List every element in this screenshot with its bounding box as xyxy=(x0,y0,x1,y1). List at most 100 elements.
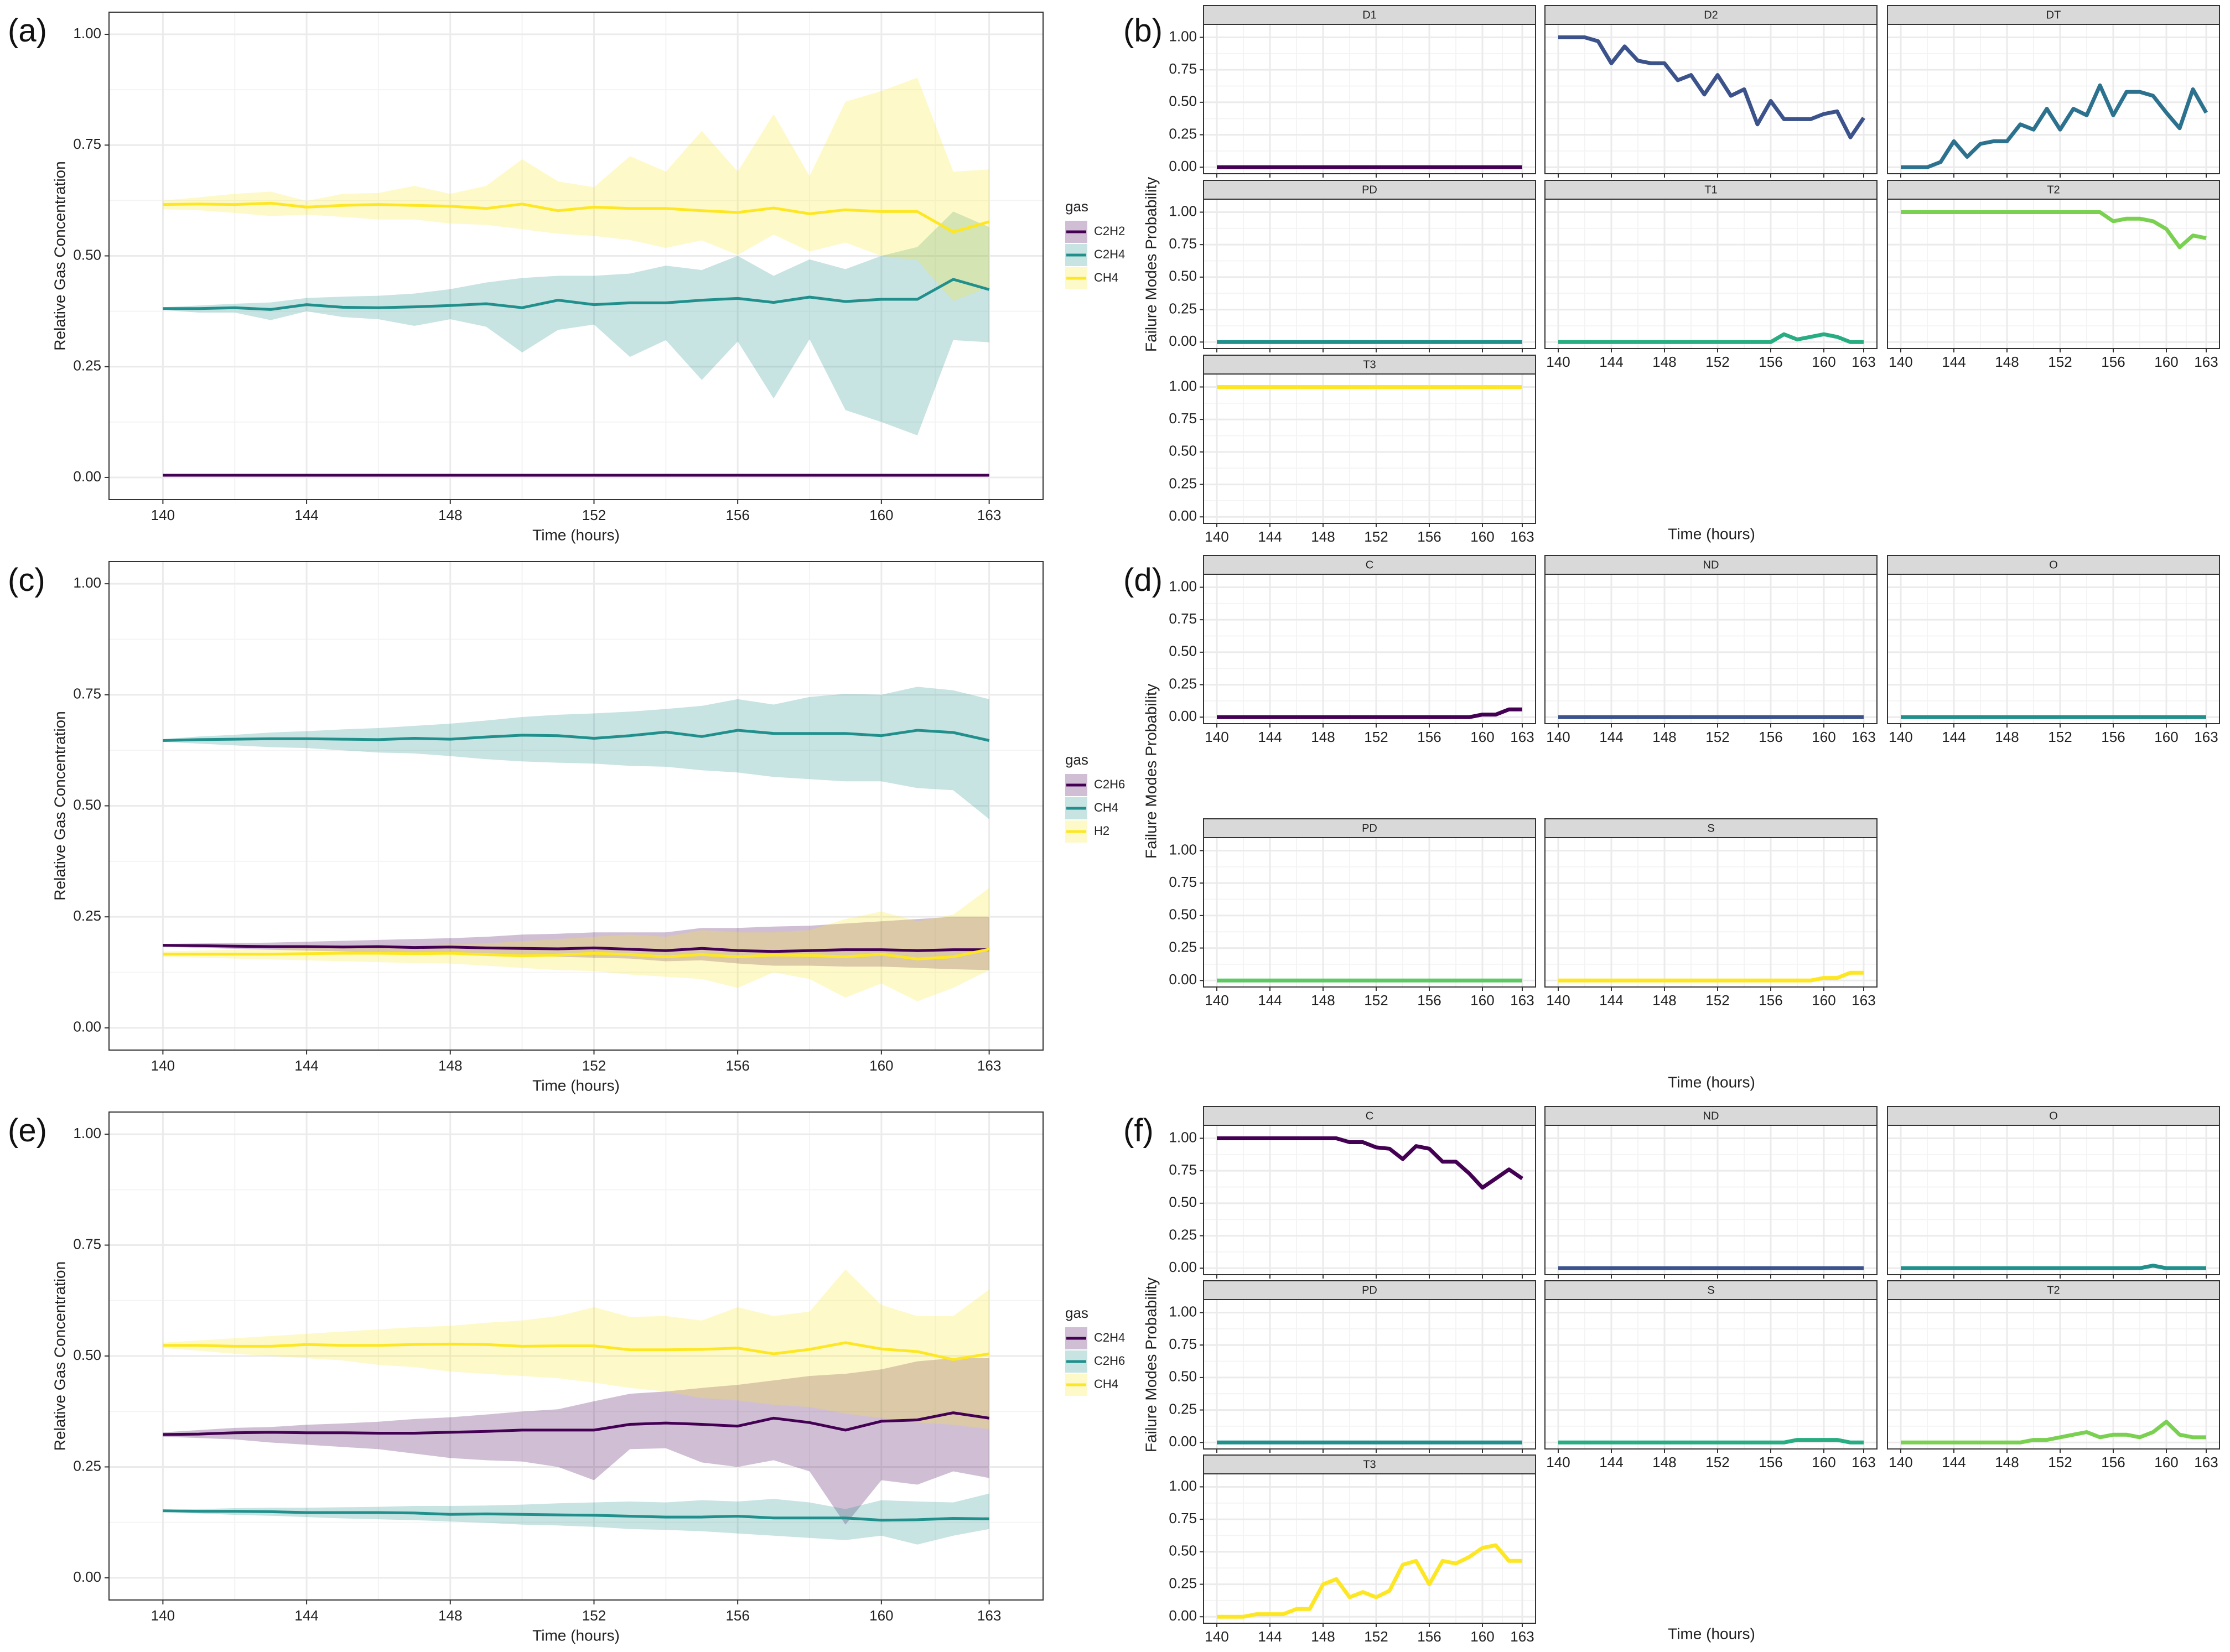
legend-title: gas xyxy=(1065,1305,1088,1321)
ribbon-C2H4 xyxy=(163,211,989,435)
series-line-C2H6 xyxy=(163,944,989,953)
facet-strip xyxy=(1203,1106,1536,1126)
x-tick-label: 144 xyxy=(1258,1628,1282,1645)
x-axis-label: Time (hours) xyxy=(1668,1625,1755,1642)
x-tick-label: 148 xyxy=(1995,354,2019,370)
series-line-O xyxy=(1901,1264,2206,1270)
facet-background xyxy=(1887,574,2219,724)
legend-title: gas xyxy=(1065,198,1088,215)
x-tick-label: 144 xyxy=(1258,992,1282,1009)
y-tick-label: 0.75 xyxy=(73,685,101,702)
x-tick-label: 148 xyxy=(1311,992,1335,1009)
series-line-C2H4 xyxy=(163,1411,989,1436)
facet-frame xyxy=(1544,24,1878,174)
x-tick-label: 140 xyxy=(1205,729,1228,745)
series-line-CH4 xyxy=(163,201,990,233)
x-tick-label: 152 xyxy=(1364,729,1388,745)
y-axis-label: Relative Gas Concentration xyxy=(51,1261,68,1451)
chart-c: 0.00 0.25 0.50 0.75 1.00 140 144 148 152 156 160 16… xyxy=(51,561,1125,1094)
x-tick-label: 160 xyxy=(1470,992,1494,1009)
series-line-C xyxy=(1217,1136,1523,1190)
x-tick-label: 152 xyxy=(582,1057,606,1074)
facet-background xyxy=(1204,24,1536,174)
facet-frame xyxy=(1887,574,2220,724)
x-tick-label: 148 xyxy=(438,1607,462,1624)
x-tick-label: 163 xyxy=(2194,354,2218,370)
y-tick-label: 0.25 xyxy=(1169,1226,1197,1243)
series-line-T2 xyxy=(1901,210,2207,250)
series-line-T2 xyxy=(1901,1420,2206,1445)
y-tick-label: 0.50 xyxy=(1169,1194,1197,1211)
x-tick-label: 144 xyxy=(294,1057,318,1074)
y-tick-label: 0.50 xyxy=(1169,643,1197,659)
x-tick-label: 160 xyxy=(2154,1454,2178,1471)
y-tick-label: 0.75 xyxy=(73,1235,101,1252)
y-tick-label: 0.75 xyxy=(1169,60,1197,77)
legend-label-CH4: CH4 xyxy=(1094,1377,1118,1391)
series-line-CH4 xyxy=(163,729,990,742)
x-tick-label: 163 xyxy=(977,1607,1001,1624)
x-tick-label: 152 xyxy=(1705,992,1729,1009)
series-line-D2 xyxy=(1558,35,1865,139)
facet-background xyxy=(1887,199,2219,349)
x-axis-label: Time (hours) xyxy=(532,1077,620,1094)
x-tick-label: 160 xyxy=(2154,729,2178,745)
x-tick-label: 140 xyxy=(151,1607,175,1624)
series-line-T3 xyxy=(1217,1543,1522,1619)
x-tick-label: 140 xyxy=(1546,354,1570,370)
facet-strip xyxy=(1887,180,2220,200)
y-tick-label: 0.25 xyxy=(73,357,101,374)
x-tick-label: 163 xyxy=(1852,354,1875,370)
y-tick-label: 0.00 xyxy=(1169,1433,1197,1450)
panel-label-f: (f) xyxy=(1123,1113,1154,1149)
y-tick-label: 0.50 xyxy=(1169,443,1197,459)
y-tick-label: 0.25 xyxy=(1169,125,1197,142)
x-tick-label: 152 xyxy=(1705,729,1729,745)
x-tick-label: 160 xyxy=(1470,729,1494,745)
facet-strip xyxy=(1203,1454,1536,1474)
x-tick-label: 152 xyxy=(1364,528,1388,545)
facet-strip xyxy=(1887,1106,2220,1126)
facet-strip xyxy=(1887,555,2220,575)
y-tick-label: 0.25 xyxy=(1169,300,1197,316)
y-tick-label: 0.50 xyxy=(73,1347,101,1363)
x-tick-label: 144 xyxy=(1258,528,1282,545)
x-tick-label: 160 xyxy=(1470,528,1494,545)
x-tick-label: 152 xyxy=(582,507,606,523)
facet-background xyxy=(1545,574,1877,724)
x-tick-label: 156 xyxy=(2101,354,2125,370)
chart-b: D1 0.00 0.25 0.50 0.75 1.00 140 144 148 152 156 160… xyxy=(1142,5,2220,545)
facet-D2: D2140144148152156160163 xyxy=(1544,5,1878,195)
y-tick-label: 1.00 xyxy=(1169,1477,1197,1494)
series-line-CH4 xyxy=(163,1341,989,1361)
facet-strip-label: C xyxy=(1366,1110,1373,1122)
y-tick-label: 0.75 xyxy=(1169,1510,1197,1526)
x-tick-label: 156 xyxy=(1417,1628,1441,1645)
facet-strip-label: S xyxy=(1707,822,1714,834)
x-tick-label: 160 xyxy=(2154,354,2178,370)
x-tick-label: 156 xyxy=(1417,992,1441,1009)
x-tick-label: 148 xyxy=(1652,992,1676,1009)
y-tick-label: 1.00 xyxy=(73,1125,101,1141)
y-tick-label: 1.00 xyxy=(1169,1303,1197,1319)
x-tick-label: 148 xyxy=(1311,1628,1335,1645)
legend-label-C2H2: C2H2 xyxy=(1094,224,1125,238)
legend-label-CH4: CH4 xyxy=(1094,801,1118,814)
y-tick-label: 0.00 xyxy=(73,468,101,485)
x-tick-label: 152 xyxy=(2048,354,2072,370)
y-tick-label: 1.00 xyxy=(1169,1129,1197,1145)
facet-frame xyxy=(1544,1125,1878,1275)
facet-background xyxy=(1887,24,2219,174)
x-tick-label: 140 xyxy=(1205,1628,1228,1645)
facet-strip xyxy=(1203,818,1536,838)
facet-PD: PD0.000.250.500.751.00140144148152156160… xyxy=(1169,1280,1536,1471)
facet-frame xyxy=(1203,1473,1536,1624)
y-tick-label: 0.75 xyxy=(1169,410,1197,427)
x-tick-label: 160 xyxy=(869,1607,893,1624)
facet-frame xyxy=(1203,574,1536,724)
x-tick-label: 148 xyxy=(1311,528,1335,545)
ribbon-C2H4 xyxy=(163,1358,989,1525)
x-tick-label: 163 xyxy=(1510,729,1534,745)
facet-frame xyxy=(1203,199,1536,349)
